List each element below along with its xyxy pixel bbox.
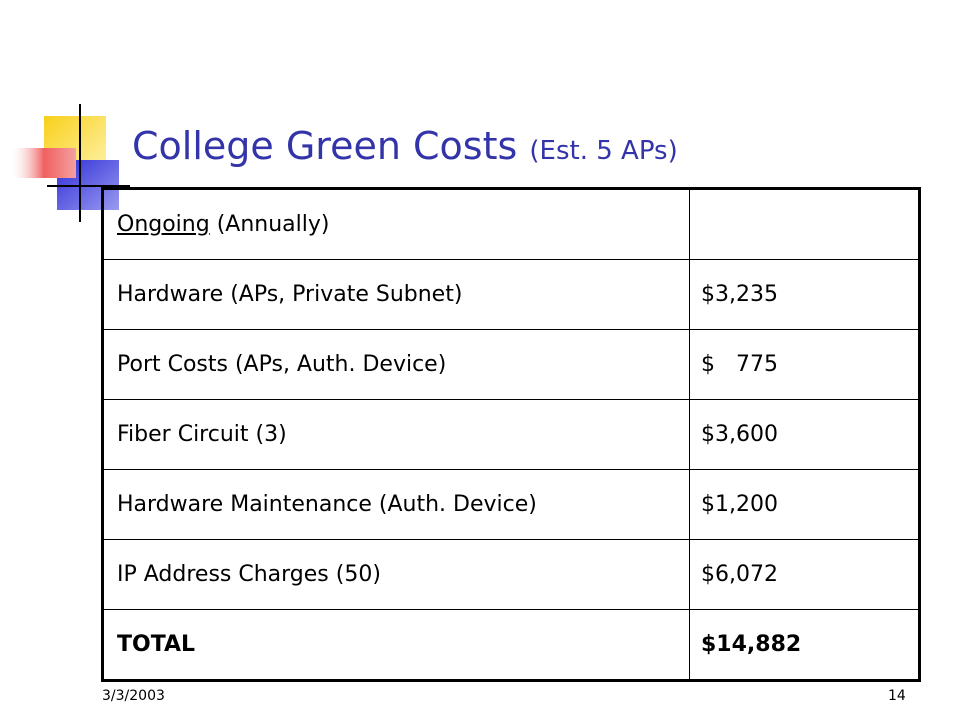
cost-item-amount: $3,235: [689, 259, 920, 330]
slide-title: College Green Costs (Est. 5 APs): [132, 124, 678, 170]
cost-amount-text: $1,200: [701, 492, 778, 517]
total-label: TOTAL: [102, 609, 690, 681]
table-row: Hardware (APs, Private Subnet) $3,235: [102, 259, 920, 330]
total-amount: $14,882: [689, 609, 920, 681]
cost-item-amount: $1,200: [689, 469, 920, 540]
title-main: College Green Costs: [132, 124, 518, 168]
cost-amount-text: $3,235: [701, 282, 778, 307]
header-value-cell: [689, 188, 920, 260]
cost-item-label: Port Costs (APs, Auth. Device): [102, 329, 690, 400]
cost-amount-text: $3,600: [701, 422, 778, 447]
total-row: TOTAL $14,882: [102, 609, 920, 681]
page-number: 14: [888, 688, 906, 704]
cost-item-label: Hardware Maintenance (Auth. Device): [102, 469, 690, 540]
total-amount-text: $14,882: [701, 632, 802, 657]
header-label-rest: (Annually): [209, 212, 330, 237]
table-header-row: Ongoing (Annually): [102, 188, 920, 260]
footer-date: 3/3/2003: [102, 688, 165, 704]
title-subtitle: (Est. 5 APs): [529, 136, 678, 166]
table-row: Fiber Circuit (3) $3,600: [102, 399, 920, 470]
cost-table: Ongoing (Annually) Hardware (APs, Privat…: [101, 187, 921, 682]
cost-amount-text: $ 775: [701, 352, 778, 377]
cost-item-label: Hardware (APs, Private Subnet): [102, 259, 690, 330]
table-row: Port Costs (APs, Auth. Device) $ 775: [102, 329, 920, 400]
cost-item-amount: $6,072: [689, 539, 920, 610]
cost-table-body: Ongoing (Annually) Hardware (APs, Privat…: [102, 188, 920, 681]
decorative-logo-shapes: [0, 0, 140, 230]
table-row: IP Address Charges (50) $6,072: [102, 539, 920, 610]
cost-item-amount: $3,600: [689, 399, 920, 470]
cost-item-amount: $ 775: [689, 329, 920, 400]
header-label-underlined: Ongoing: [117, 212, 210, 237]
header-label-cell: Ongoing (Annually): [102, 188, 690, 260]
cost-item-label: IP Address Charges (50): [102, 539, 690, 610]
table-row: Hardware Maintenance (Auth. Device) $1,20…: [102, 469, 920, 540]
cost-item-label: Fiber Circuit (3): [102, 399, 690, 470]
cost-amount-text: $6,072: [701, 562, 778, 587]
